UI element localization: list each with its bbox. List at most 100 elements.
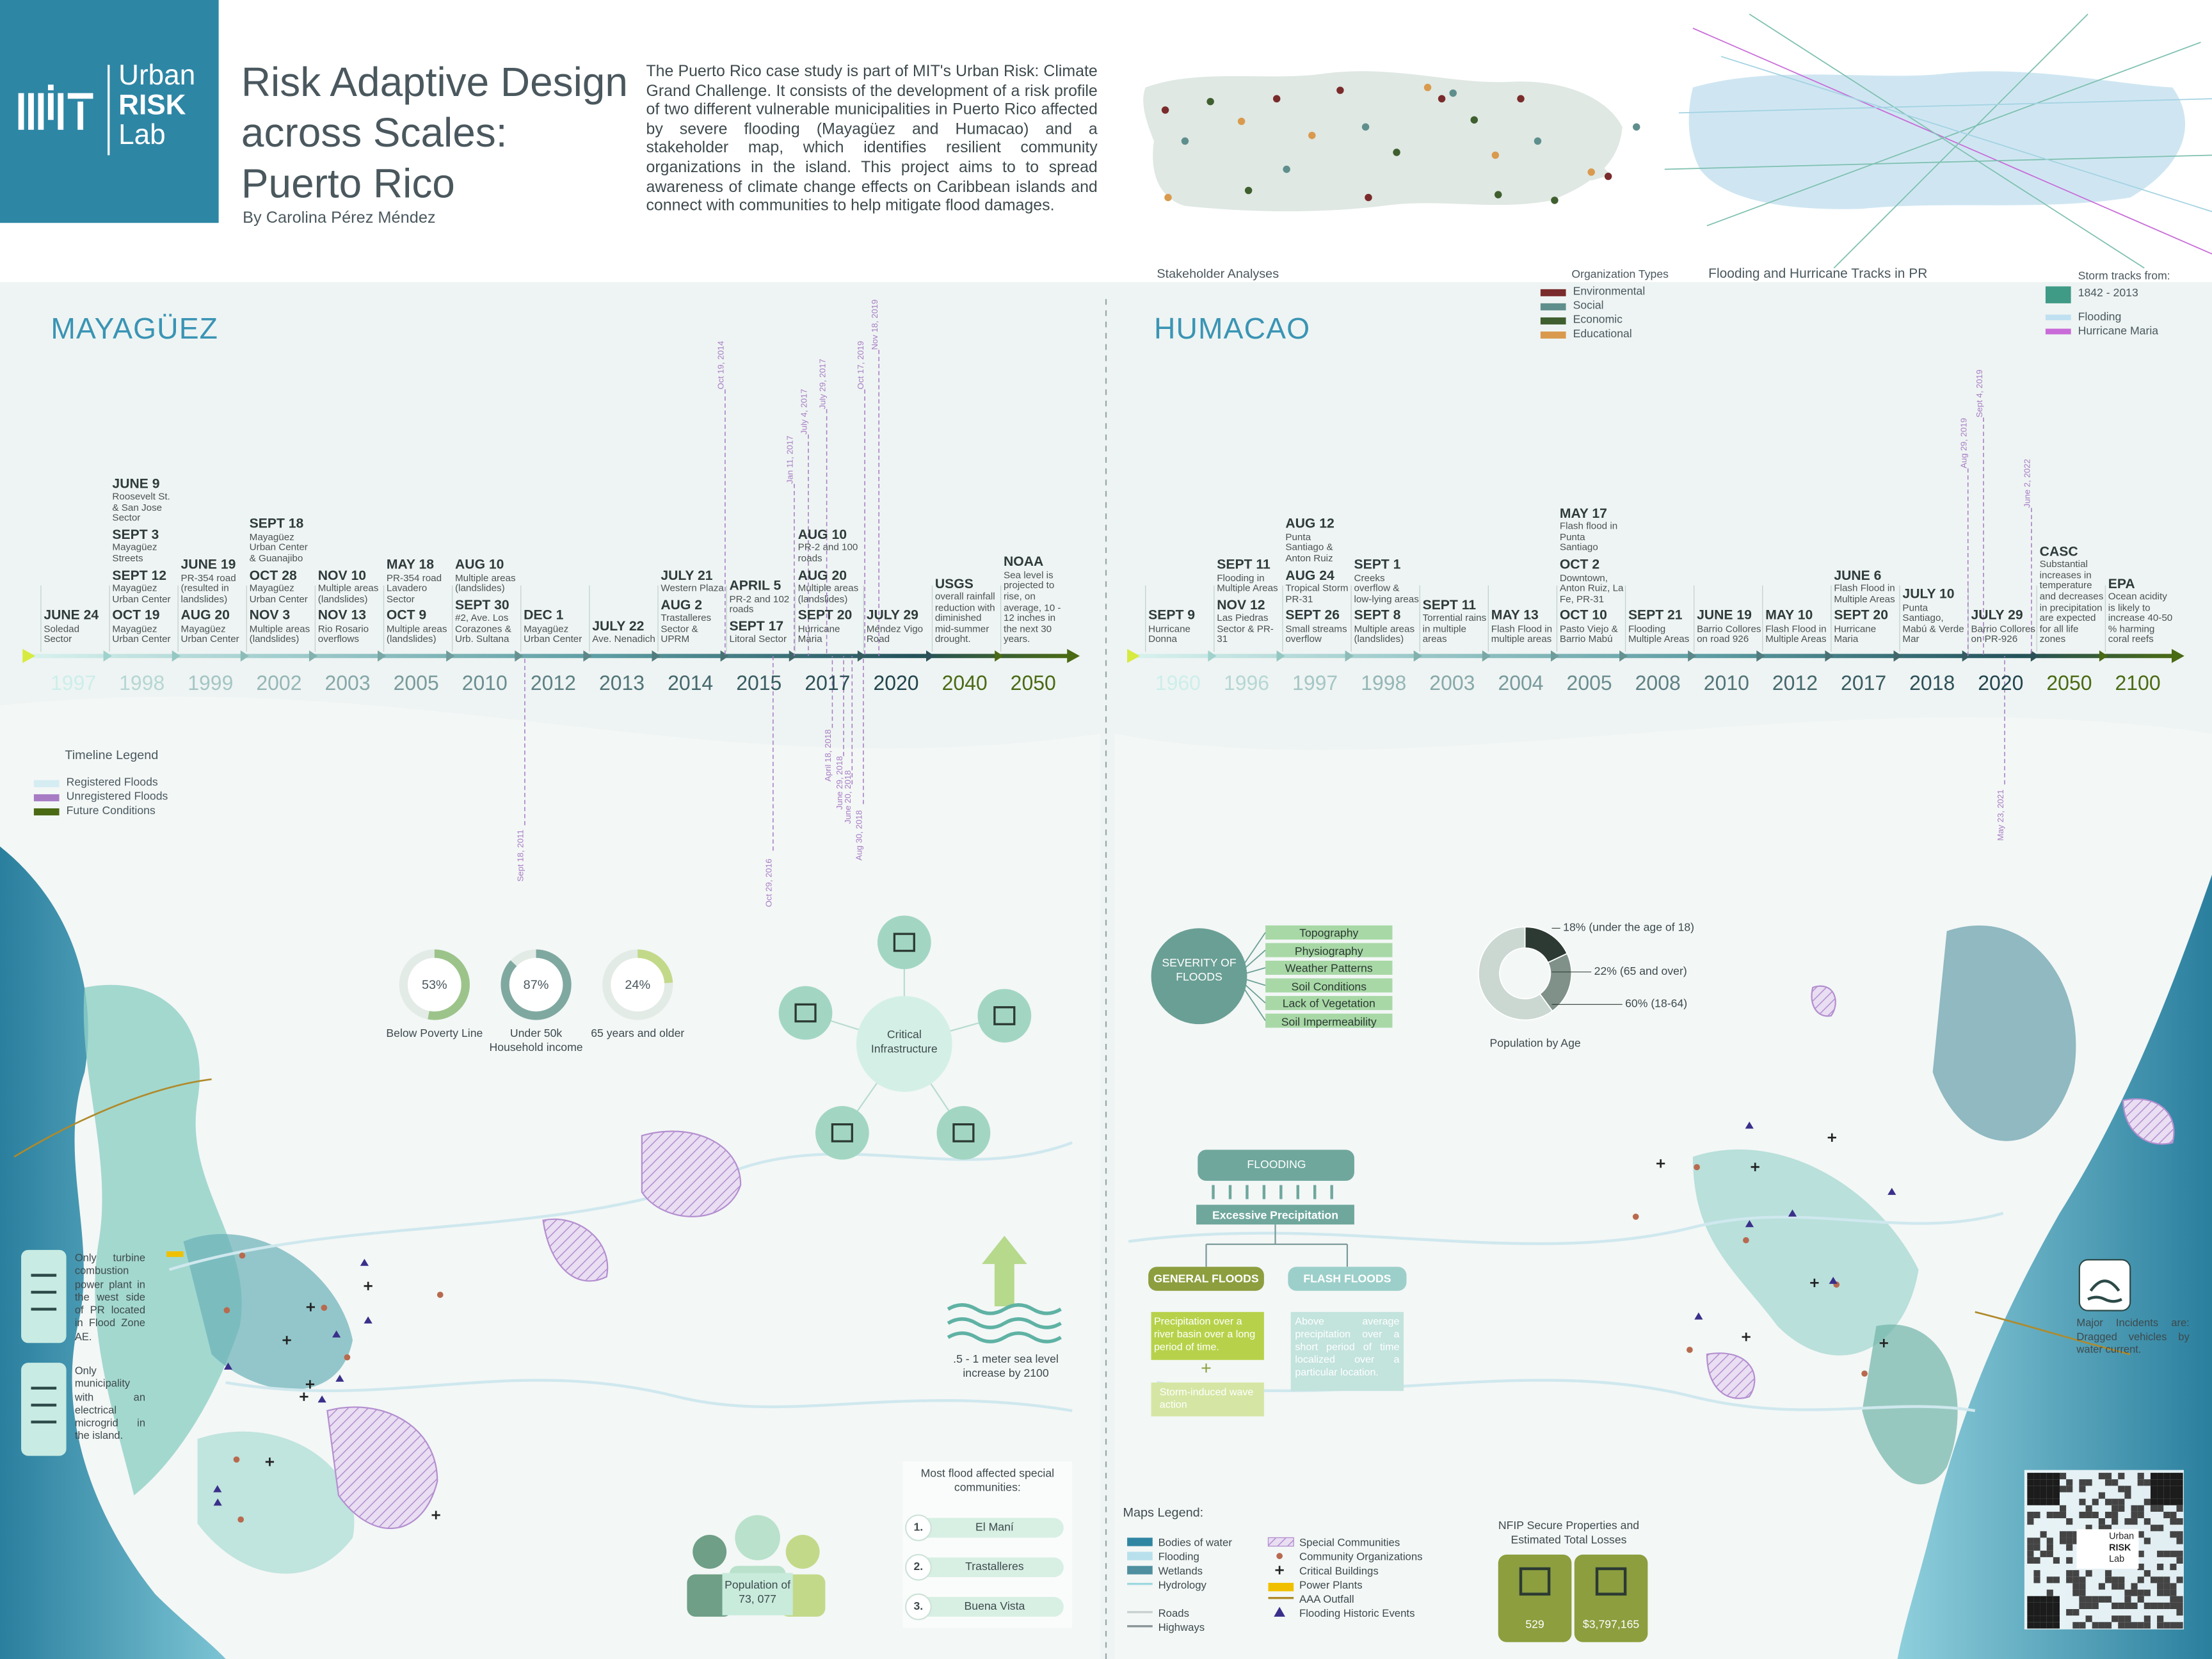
flash-desc bbox=[1290, 1311, 1404, 1391]
event-column: JUNE 24 Soledad Sector bbox=[44, 605, 108, 646]
event-text: Hurricane Maria bbox=[797, 625, 840, 646]
title-line: Risk Adaptive Design bbox=[241, 60, 628, 106]
event-column: NOV 10 Multiple areas (landslides) NOV 13 R… bbox=[318, 565, 383, 646]
qr-cell bbox=[2131, 1511, 2138, 1519]
qr-cell bbox=[2137, 1473, 2144, 1480]
qr-cell bbox=[2033, 1622, 2040, 1629]
legend-label: Power Plants bbox=[1299, 1578, 1363, 1592]
unregistered-date: Aug 30, 2018 bbox=[856, 810, 865, 861]
qr-cell bbox=[2027, 1550, 2034, 1557]
connector bbox=[1235, 932, 1266, 977]
stakeholder-pin bbox=[1244, 186, 1253, 195]
qr-cell bbox=[2163, 1479, 2170, 1486]
qr-cell bbox=[2033, 1537, 2040, 1544]
flood-event bbox=[213, 1498, 222, 1506]
event-text: Flash Flood in Multiple Areas bbox=[1834, 584, 1895, 605]
qr-cell bbox=[2112, 1602, 2119, 1609]
event-text: Mayagüez Urban Center bbox=[249, 584, 308, 605]
event-text: Litoral Sector bbox=[729, 635, 787, 646]
legend-label: Flooding bbox=[1158, 1550, 1199, 1564]
qr-cell bbox=[2137, 1622, 2144, 1629]
legend-label: Future Conditions bbox=[66, 804, 156, 817]
wave-desc bbox=[1151, 1382, 1264, 1416]
unregistered-date: Nov 18, 2019 bbox=[872, 299, 881, 350]
qr-cell bbox=[2157, 1492, 2164, 1499]
factor-box bbox=[1265, 996, 1393, 1011]
legend-label: Wetlands bbox=[1158, 1564, 1203, 1578]
power-plant bbox=[166, 1251, 184, 1257]
qr-cell bbox=[2040, 1550, 2047, 1557]
event-date: AUG 20 bbox=[180, 608, 230, 624]
critical-building bbox=[282, 1336, 291, 1345]
event-column: JULY 10 Punta Santiago, Mabú & Verde Mar bbox=[1902, 584, 1967, 646]
qr-cell bbox=[2118, 1583, 2125, 1590]
year-label: 2100 bbox=[2115, 673, 2161, 696]
legend-swatch bbox=[1540, 317, 1566, 325]
unregistered-date: July 4, 2017 bbox=[801, 389, 810, 435]
qr-cell bbox=[2170, 1583, 2177, 1590]
special-community bbox=[2122, 1098, 2175, 1145]
qr-cell bbox=[2033, 1492, 2040, 1499]
qr-cell bbox=[2027, 1557, 2034, 1564]
flood-event bbox=[1745, 1220, 1754, 1228]
qr-cell bbox=[2112, 1576, 2119, 1583]
event-column: JUNE 19 Barrio Collores on road 926 bbox=[1697, 605, 1761, 646]
critical-building bbox=[1810, 1278, 1819, 1287]
qr-cell bbox=[2157, 1602, 2164, 1609]
legend-label: Flooding Historic Events bbox=[1299, 1607, 1415, 1620]
legend-swatch bbox=[2045, 314, 2071, 321]
donut-arc bbox=[602, 949, 673, 1020]
qr-cell bbox=[2176, 1479, 2183, 1486]
qr-cell bbox=[2104, 1525, 2112, 1532]
flood-zone bbox=[1862, 1324, 1958, 1485]
flash-title: FLASH FLOODS bbox=[1303, 1272, 1391, 1285]
river bbox=[225, 1379, 1073, 1413]
note-glyph bbox=[2087, 1279, 2122, 1303]
year-label: 2014 bbox=[668, 673, 714, 696]
qr-cell bbox=[2163, 1550, 2170, 1557]
legend-swatch bbox=[1268, 1597, 1294, 1599]
qr-cell bbox=[2033, 1576, 2040, 1583]
timeline-marker bbox=[1688, 650, 1697, 662]
qr-cell bbox=[2027, 1622, 2034, 1629]
timeline-marker bbox=[1619, 650, 1628, 662]
special-community bbox=[542, 1218, 609, 1282]
event-date: MAY 18 bbox=[386, 557, 435, 573]
infra-icon bbox=[877, 915, 931, 970]
qr-cell bbox=[2072, 1608, 2080, 1616]
stakeholder-pin bbox=[1604, 172, 1612, 180]
qr-cell bbox=[2144, 1602, 2151, 1609]
qr-cell bbox=[2033, 1473, 2040, 1480]
unregistered-date: July 29, 2017 bbox=[819, 358, 828, 410]
qr-cell bbox=[2053, 1511, 2060, 1519]
note-icon bbox=[21, 1363, 67, 1456]
qr-cell bbox=[2150, 1576, 2158, 1583]
qr-cell bbox=[2112, 1479, 2119, 1486]
legend-label: Roads bbox=[1158, 1607, 1189, 1620]
timeline-marker bbox=[1893, 650, 1902, 662]
qr-cell bbox=[2072, 1570, 2080, 1577]
qr-cell bbox=[2112, 1505, 2119, 1512]
qr-cell bbox=[2124, 1615, 2131, 1623]
qr-cell bbox=[2150, 1479, 2158, 1486]
qr-cell bbox=[2150, 1492, 2158, 1499]
river bbox=[1128, 1212, 2004, 1246]
year-label: 2015 bbox=[736, 673, 782, 696]
special-community bbox=[641, 1130, 742, 1217]
event-text: Substantial increases in temperature and… bbox=[2039, 560, 2104, 646]
infra-glyph bbox=[993, 1006, 1016, 1025]
flood-zone bbox=[183, 1234, 353, 1390]
mit-bar bbox=[38, 93, 44, 130]
flood-event bbox=[1829, 1276, 1838, 1284]
note-text: Only municipality with an electrical mic… bbox=[74, 1364, 146, 1443]
critical-building bbox=[431, 1511, 440, 1519]
qr-cell bbox=[2033, 1479, 2040, 1486]
qr-cell bbox=[2066, 1544, 2073, 1551]
general-title: GENERAL FLOODS bbox=[1153, 1272, 1259, 1285]
qr-cell bbox=[2176, 1537, 2183, 1544]
critical-building bbox=[1827, 1133, 1836, 1142]
year-label: 2010 bbox=[1703, 673, 1749, 696]
qr-cell bbox=[2170, 1564, 2177, 1571]
qr-cell bbox=[2046, 1608, 2053, 1616]
